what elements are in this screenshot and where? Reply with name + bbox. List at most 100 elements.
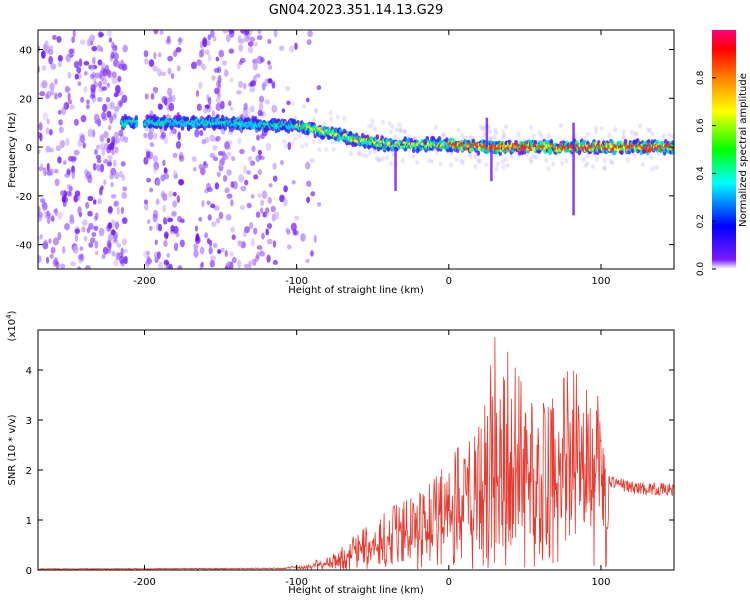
spectral-sample	[217, 93, 222, 99]
spectral-sample	[116, 242, 122, 248]
spectral-sample	[91, 46, 98, 52]
spectral-sample	[231, 234, 236, 240]
spectral-sample	[585, 161, 590, 167]
spectral-sample	[380, 156, 385, 162]
spectral-sample	[149, 225, 153, 231]
spectral-sample	[294, 42, 298, 50]
spectral-sample	[38, 131, 42, 139]
spectral-sample	[117, 75, 122, 83]
spectral-sample	[215, 102, 222, 111]
spectral-sample	[217, 249, 222, 254]
spectral-sample	[388, 129, 393, 135]
spectral-sample	[101, 253, 106, 259]
spectral-sample	[163, 217, 168, 225]
spectral-sample	[221, 60, 227, 66]
spectral-sample	[54, 78, 58, 85]
spectral-sample	[101, 116, 108, 121]
spectral-sample	[81, 219, 88, 226]
spectral-sample	[433, 124, 438, 130]
spectral-sample	[286, 244, 292, 250]
spectral-sample	[229, 106, 234, 112]
spectral-sample	[243, 165, 247, 174]
spectral-sample	[67, 92, 71, 102]
spectral-sample	[647, 128, 652, 134]
spectral-sample	[103, 179, 107, 186]
spectral-sample	[41, 202, 48, 211]
spectral-sample	[57, 110, 62, 115]
spectral-sample	[87, 210, 93, 217]
ridge-sample	[185, 116, 190, 122]
spectral-sample	[148, 59, 155, 68]
spectral-sample	[89, 73, 95, 80]
spectral-sample	[300, 233, 306, 242]
spectral-sample	[176, 65, 181, 72]
spectral-sample	[237, 240, 242, 247]
spectral-sample	[198, 81, 203, 90]
spectral-sample	[48, 55, 53, 65]
spectral-sample	[505, 162, 510, 168]
spectral-sample	[177, 265, 183, 269]
spectral-sample	[306, 180, 312, 187]
spectral-sample	[158, 103, 164, 110]
spectrogram-frame	[37, 29, 675, 270]
spectral-sample	[228, 48, 235, 54]
spectral-sample	[97, 59, 103, 66]
ridge-sample	[134, 123, 139, 128]
spectral-sample	[162, 204, 167, 213]
y-tick-label: 40	[19, 46, 32, 57]
spectral-sample	[602, 158, 607, 164]
spectral-sample	[39, 198, 46, 203]
spectral-sample	[256, 245, 263, 250]
spectral-sample	[99, 73, 105, 82]
spectral-sample	[73, 149, 80, 156]
spectral-sample	[78, 58, 83, 67]
spectral-sample	[115, 252, 121, 261]
spectral-sample	[170, 72, 175, 80]
spectral-sample	[146, 219, 151, 224]
spectral-sample	[168, 102, 175, 112]
spectral-sample	[242, 107, 248, 115]
spectral-sample	[599, 125, 604, 131]
snr-y-ticks: 0 1 2 3 4	[26, 366, 674, 577]
spectral-sample	[317, 139, 322, 145]
y-tick-label: 0	[26, 143, 32, 154]
spectral-sample	[229, 251, 234, 257]
spectral-sample	[459, 158, 464, 164]
spectral-sample	[216, 80, 221, 88]
spectral-sample	[206, 187, 213, 193]
spectral-sample	[38, 148, 41, 155]
spectral-sample	[173, 242, 179, 252]
spectral-sample	[316, 85, 322, 91]
spectral-sample	[218, 49, 225, 58]
spectral-sample	[488, 136, 493, 142]
snr-y-label: SNR (10 * v/v)	[7, 414, 18, 485]
spectral-sample	[163, 167, 168, 174]
spectral-sample	[342, 116, 347, 122]
spectral-sample	[272, 240, 277, 248]
spectral-sample	[49, 82, 55, 91]
spectrogram-x-ticks: -200 -100 0 100	[133, 30, 611, 287]
spectral-sample	[266, 238, 273, 245]
spectral-sample	[213, 87, 220, 95]
spectral-sample	[207, 34, 211, 41]
spectral-sample	[492, 134, 497, 140]
spectral-sample	[110, 181, 115, 188]
spectral-sample	[49, 89, 55, 96]
spectral-sample	[209, 259, 215, 268]
spectral-sample	[290, 140, 295, 146]
spectral-sample	[70, 261, 76, 267]
spectral-sample	[74, 73, 79, 80]
spectral-sample	[286, 100, 291, 106]
spectral-sample	[143, 199, 149, 205]
spectral-sample	[162, 193, 168, 201]
spectral-sample	[57, 92, 63, 98]
spectral-sample	[293, 136, 298, 142]
spectral-sample	[204, 49, 210, 55]
spectral-sample	[442, 131, 447, 137]
spectral-sample	[97, 198, 102, 205]
spectral-sample	[69, 104, 75, 110]
spectral-sample	[123, 255, 128, 265]
spectral-sample	[544, 157, 549, 163]
x-tick-label: -200	[133, 577, 156, 588]
spectrogram-ridge	[119, 113, 674, 216]
